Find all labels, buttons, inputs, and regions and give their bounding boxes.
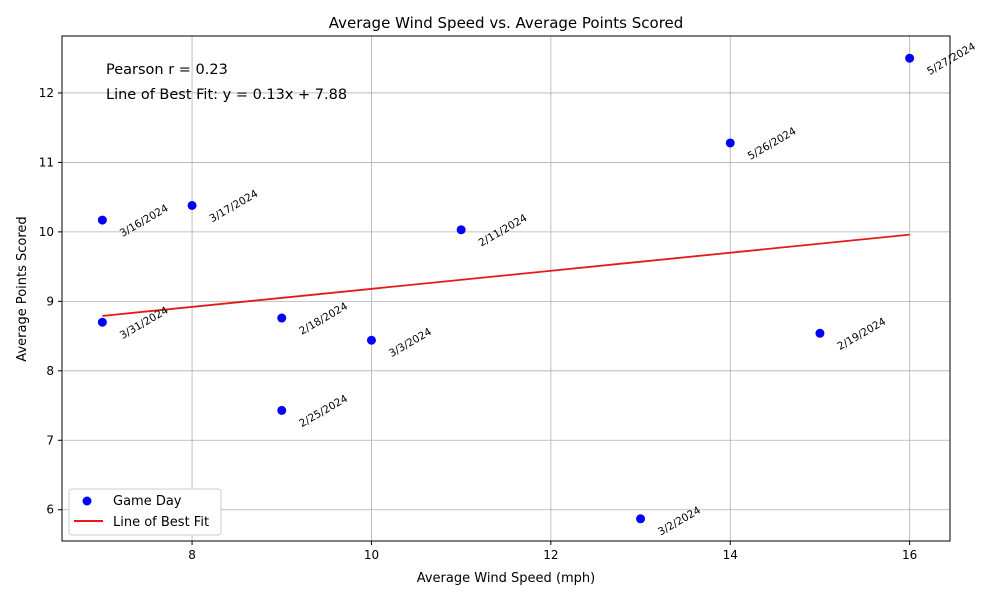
point-date-label: 2/11/2024	[477, 212, 530, 249]
y-tick-label: 10	[39, 225, 54, 239]
scatter-point	[277, 313, 287, 323]
x-tick-label: 16	[902, 548, 917, 562]
plot-frame	[61, 35, 951, 542]
scatter-point	[97, 317, 107, 327]
x-tick-label: 10	[364, 548, 379, 562]
legend: Game Day Line of Best Fit	[68, 488, 222, 536]
y-tick-label: 6	[46, 503, 54, 517]
pearson-annotation: Pearson r = 0.23	[106, 62, 228, 78]
scatter-point	[815, 328, 825, 338]
scatter-point	[97, 215, 107, 225]
x-tick-label: 12	[543, 548, 558, 562]
scatter-point	[277, 405, 287, 415]
point-date-label: 5/26/2024	[746, 125, 799, 162]
x-tick-label: 14	[723, 548, 738, 562]
y-tick-label: 8	[46, 364, 54, 378]
fit-line-group	[102, 233, 910, 317]
point-date-label: 2/18/2024	[297, 300, 350, 337]
y-tick-label: 7	[46, 433, 54, 447]
scatter-point	[366, 335, 376, 345]
chart-title: Average Wind Speed vs. Average Points Sc…	[329, 14, 684, 32]
scatter-points	[97, 53, 915, 524]
point-date-label: 3/31/2024	[118, 304, 171, 341]
y-axis-label: Average Points Scored	[15, 216, 30, 361]
legend-label-best-fit: Line of Best Fit	[113, 515, 209, 530]
scatter-point	[905, 53, 915, 63]
fit-equation-annotation: Line of Best Fit: y = 0.13x + 7.88	[106, 87, 347, 103]
x-axis-ticks: 8 10 12 14 16	[188, 541, 917, 562]
point-date-label: 2/25/2024	[297, 393, 350, 430]
point-date-label: 3/3/2024	[387, 326, 434, 360]
x-axis-label: Average Wind Speed (mph)	[417, 571, 596, 586]
point-labels: 3/16/2024 3/17/2024 2/11/2024 5/26/2024 5/27…	[118, 40, 978, 538]
y-axis-ticks: 6 7 8 9 10 11 12	[39, 86, 62, 517]
y-tick-label: 11	[39, 155, 54, 169]
scatter-point	[725, 138, 735, 148]
y-tick-label: 9	[46, 294, 54, 308]
scatter-point	[187, 200, 197, 210]
x-tick-label: 8	[188, 548, 196, 562]
best-fit-line	[102, 233, 910, 317]
legend-box	[68, 488, 222, 536]
scatter-point	[456, 225, 466, 235]
point-date-label: 2/19/2024	[835, 315, 888, 352]
point-date-label: 3/17/2024	[208, 188, 261, 225]
scatter-point	[636, 514, 646, 524]
point-date-label: 5/27/2024	[925, 40, 978, 77]
y-tick-label: 12	[39, 86, 54, 100]
grid	[62, 36, 950, 541]
legend-label-game-day: Game Day	[113, 494, 182, 509]
point-date-label: 3/16/2024	[118, 202, 171, 239]
legend-scatter-marker	[82, 496, 92, 506]
